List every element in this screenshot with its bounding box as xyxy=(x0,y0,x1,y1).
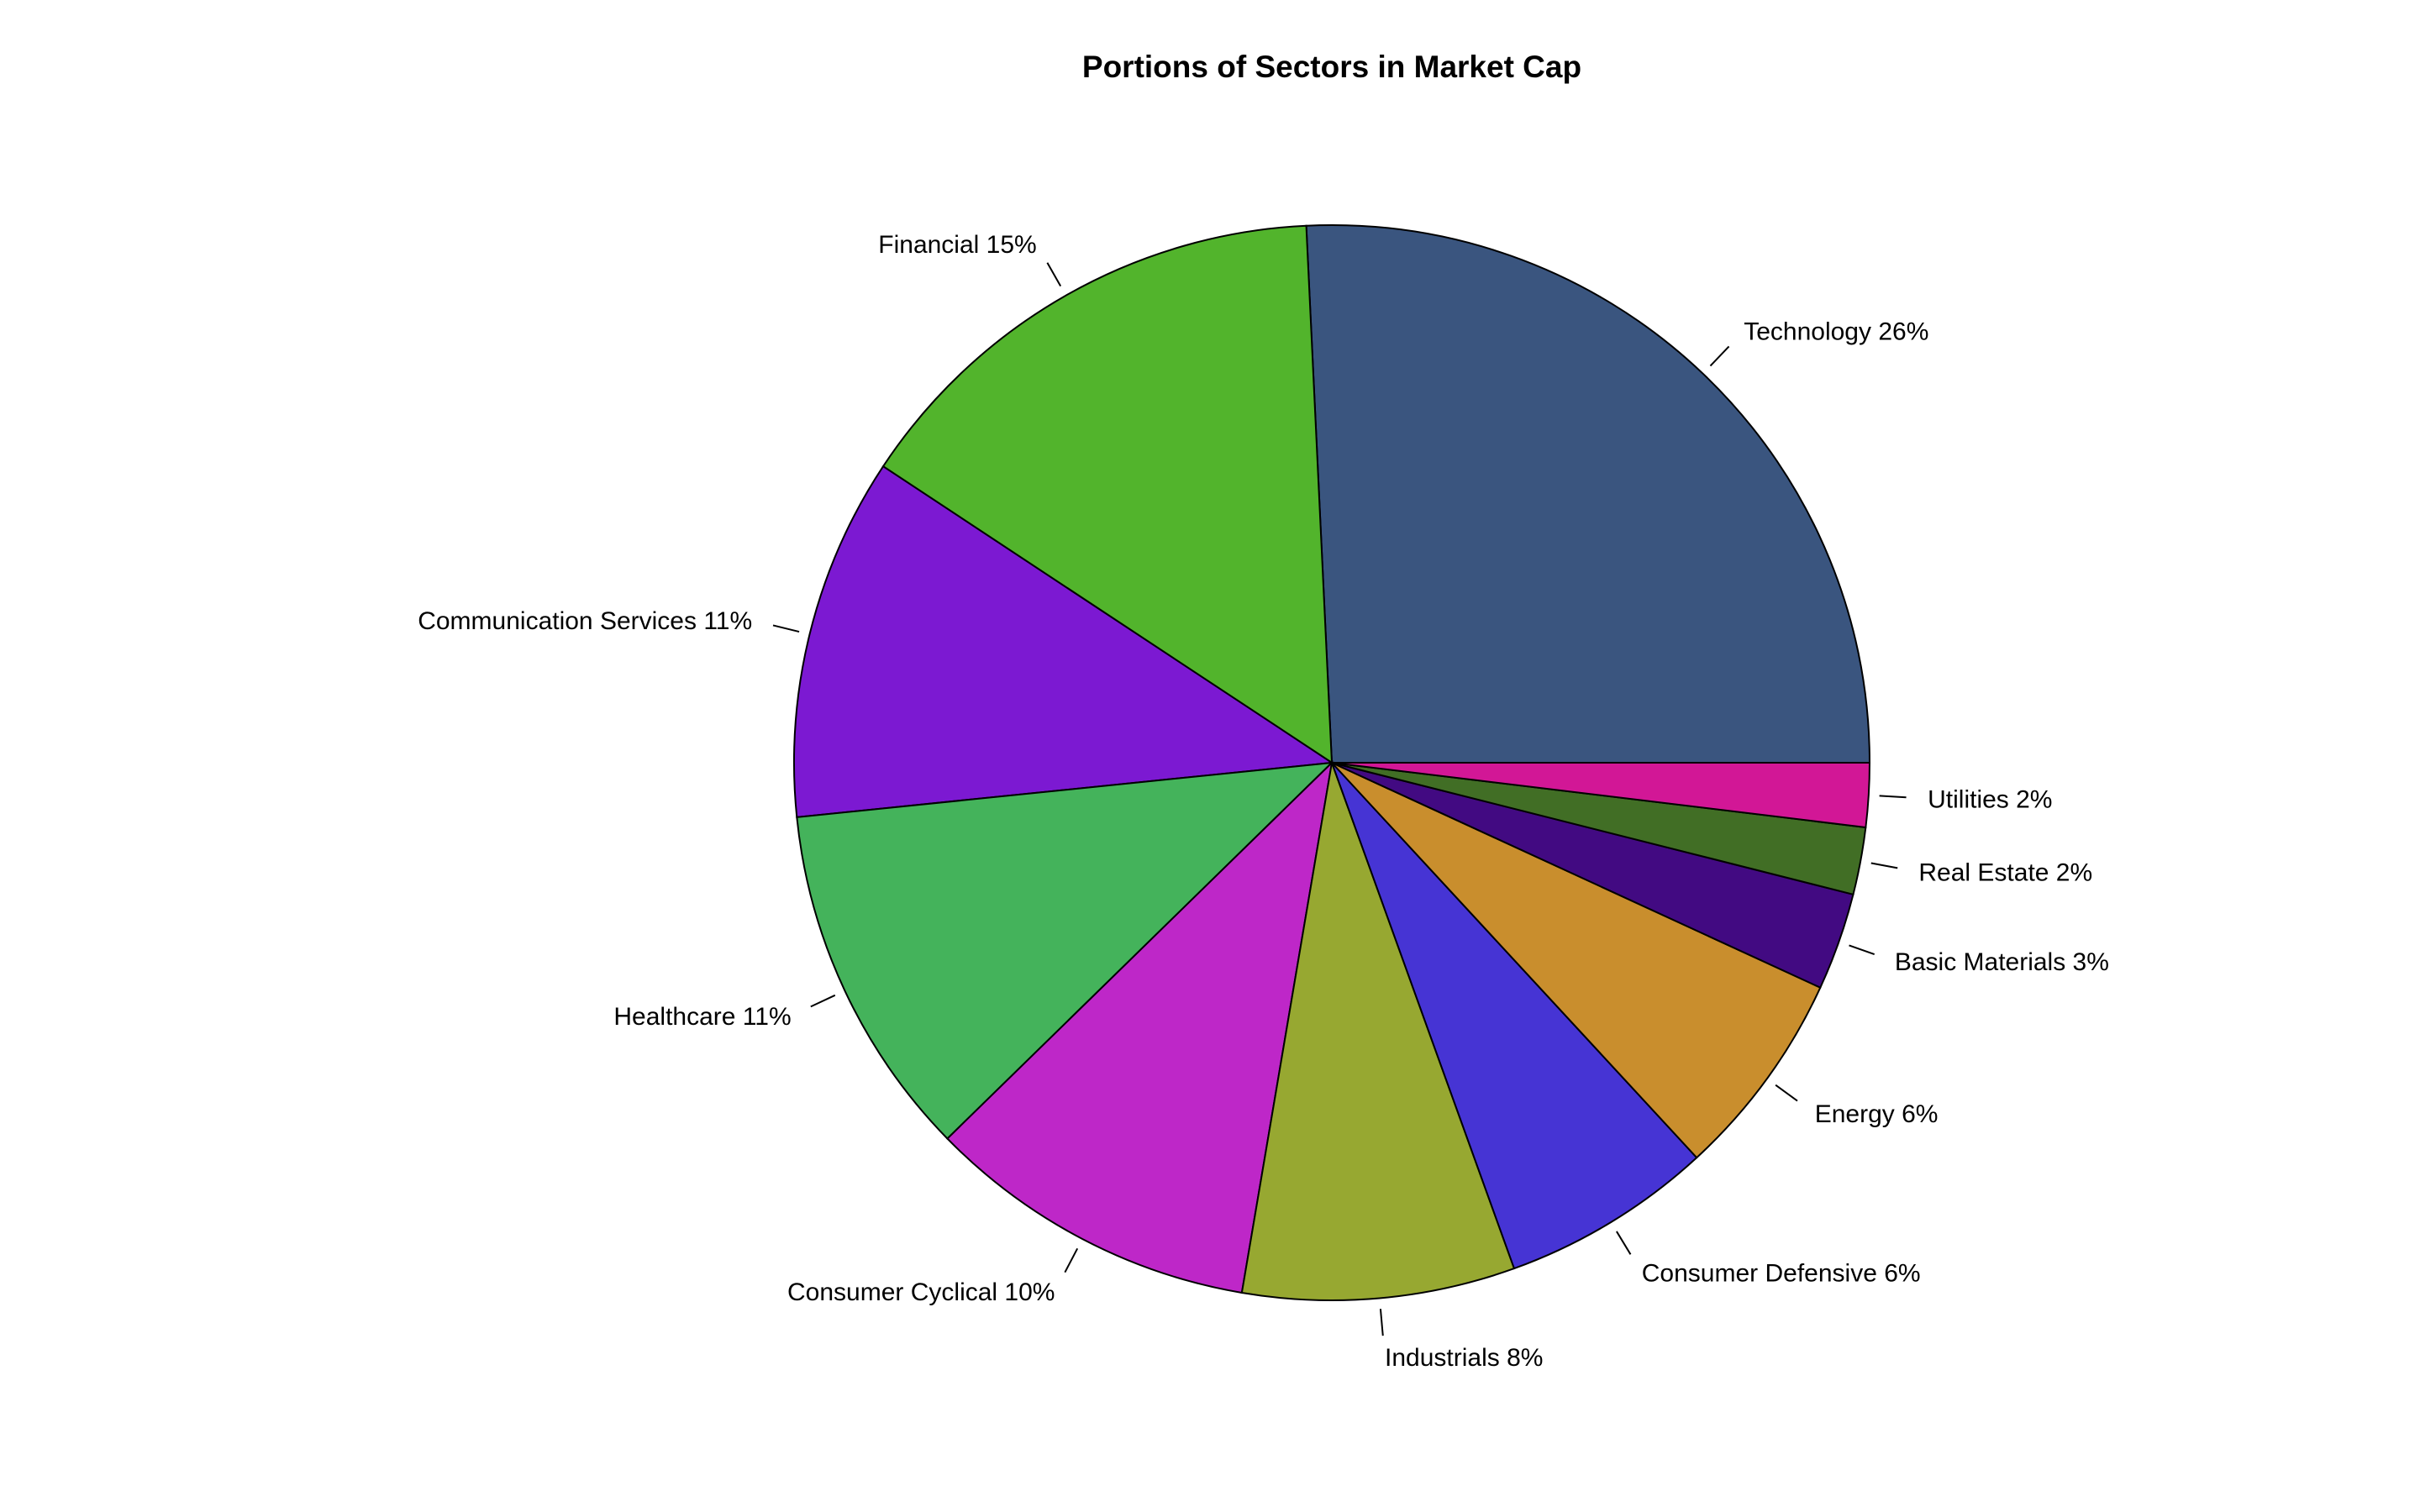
slice-label: Consumer Cyclical 10% xyxy=(787,1278,1055,1306)
slice-label: Consumer Defensive 6% xyxy=(1642,1260,1921,1288)
slice-label: Energy 6% xyxy=(1815,1100,1939,1128)
leader-line xyxy=(1379,1309,1384,1336)
leader-line xyxy=(1064,1247,1079,1273)
pie-slice-technology xyxy=(1305,224,1871,764)
leader-line xyxy=(1879,795,1907,799)
slice-label: Basic Materials 3% xyxy=(1895,948,2109,976)
pie-slices xyxy=(793,224,1871,1301)
leader-line xyxy=(1775,1084,1798,1102)
pie-slice-healthcare xyxy=(796,761,1334,1140)
slice-label: Real Estate 2% xyxy=(1918,859,2092,887)
slice-labels: Technology 26% Financial 15% Communication… xyxy=(418,231,2109,1372)
slice-label: Industrials 8% xyxy=(1385,1344,1543,1372)
pie-slice-consumer-cyclical xyxy=(946,760,1334,1294)
pie-slice-energy xyxy=(1331,762,1822,1159)
leader-line xyxy=(1870,862,1898,869)
leader-line xyxy=(810,994,836,1008)
slice-label: Communication Services 11% xyxy=(418,607,752,635)
leader-line xyxy=(772,624,800,633)
leader-line xyxy=(1046,262,1062,287)
slice-label: Technology 26% xyxy=(1744,318,1928,345)
leader-line xyxy=(1709,345,1730,367)
pie-slice-utilities xyxy=(1331,762,1871,829)
slice-label: Utilities 2% xyxy=(1928,785,2052,813)
slice-label: Financial 15% xyxy=(878,231,1036,259)
leader-line xyxy=(1849,944,1876,956)
pie-slice-financial xyxy=(881,224,1334,764)
chart-title: Portions of Sectors in Market Cap xyxy=(1082,50,1581,84)
pie-slice-industrials xyxy=(1240,759,1516,1301)
pie-slice-communication-services xyxy=(793,465,1334,818)
leader-lines xyxy=(772,262,1907,1336)
pie-slice-consumer-defensive xyxy=(1331,762,1698,1270)
leader-line xyxy=(1616,1231,1632,1255)
slice-label: Healthcare 11% xyxy=(613,1003,791,1031)
